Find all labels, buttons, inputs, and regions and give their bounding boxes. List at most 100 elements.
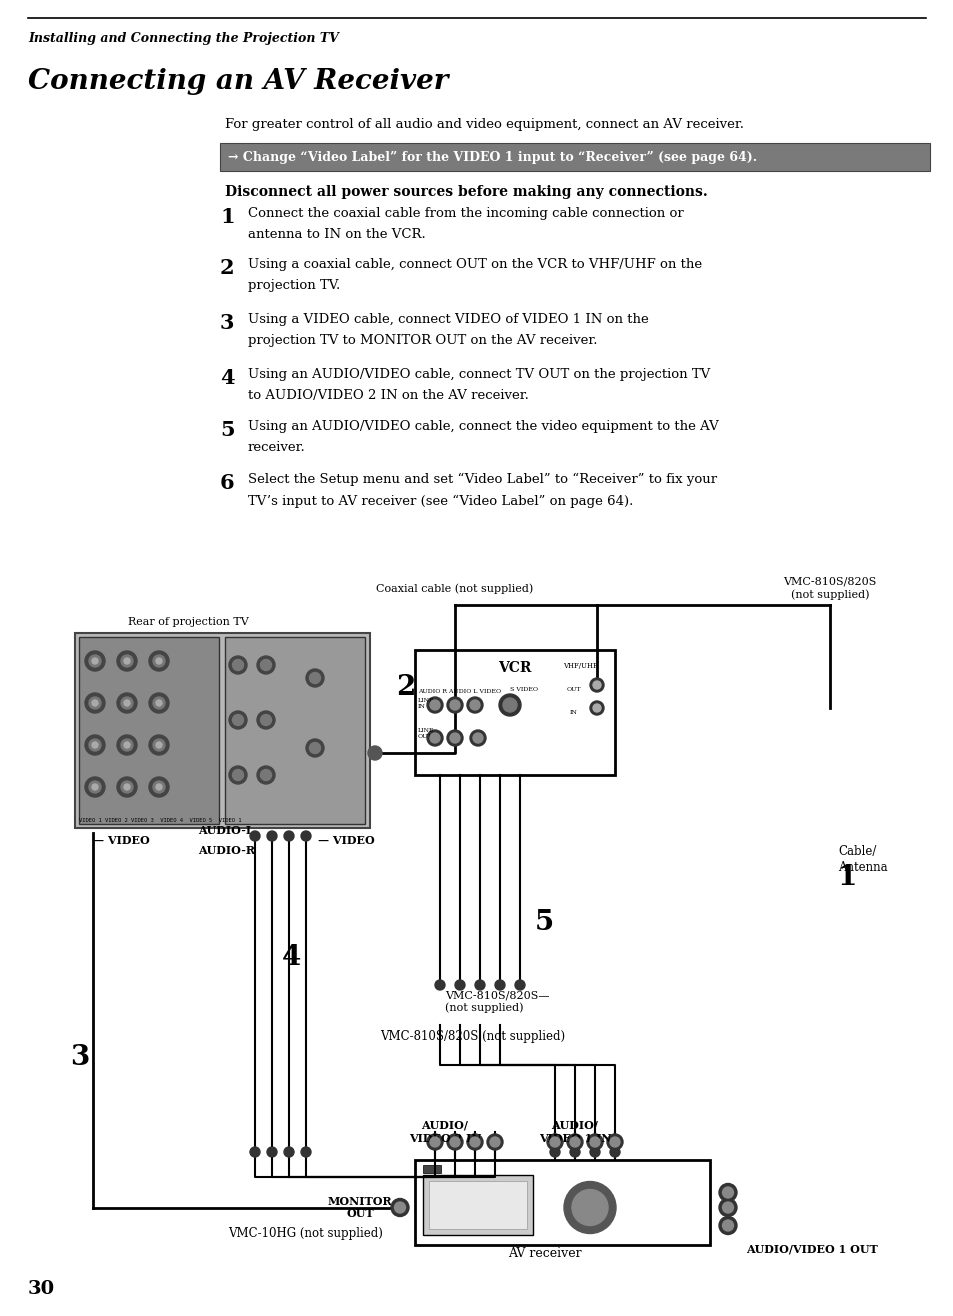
Circle shape <box>152 697 165 709</box>
Circle shape <box>149 776 169 797</box>
Bar <box>415 650 615 775</box>
Circle shape <box>609 1137 619 1148</box>
Text: — VIDEO: — VIDEO <box>92 836 150 846</box>
Circle shape <box>569 1148 579 1157</box>
Circle shape <box>89 780 101 794</box>
Circle shape <box>284 830 294 841</box>
Text: → Change “Video Label” for the VIDEO 1 input to “Receiver” (see page 64).: → Change “Video Label” for the VIDEO 1 i… <box>228 150 757 163</box>
Circle shape <box>427 730 442 746</box>
Circle shape <box>586 1134 602 1150</box>
Circle shape <box>85 736 105 755</box>
Text: 30: 30 <box>28 1280 55 1298</box>
Text: Connecting an AV Receiver: Connecting an AV Receiver <box>28 68 448 95</box>
Circle shape <box>495 980 504 990</box>
Text: IN: IN <box>569 711 578 715</box>
Circle shape <box>467 1134 482 1150</box>
Circle shape <box>589 1148 599 1157</box>
Circle shape <box>309 672 320 683</box>
Text: Connect the coaxial cable from the incoming cable connection or
antenna to IN on: Connect the coaxial cable from the incom… <box>248 207 683 241</box>
Circle shape <box>721 1202 733 1213</box>
Circle shape <box>589 678 603 692</box>
Circle shape <box>609 1148 619 1157</box>
Circle shape <box>121 780 132 794</box>
Text: 2: 2 <box>220 258 234 278</box>
Circle shape <box>550 1137 559 1148</box>
Circle shape <box>124 700 130 705</box>
Text: 4: 4 <box>282 944 301 971</box>
Bar <box>422 1175 533 1234</box>
Text: VHF/UHF: VHF/UHF <box>562 662 598 670</box>
Text: AUDIO-L: AUDIO-L <box>198 825 253 837</box>
Circle shape <box>306 669 324 687</box>
Circle shape <box>427 697 442 713</box>
Text: AUDIO/VIDEO 1 OUT: AUDIO/VIDEO 1 OUT <box>745 1244 877 1255</box>
Circle shape <box>450 733 459 744</box>
Circle shape <box>233 715 243 725</box>
Circle shape <box>149 736 169 755</box>
Circle shape <box>85 651 105 671</box>
Circle shape <box>260 770 272 780</box>
Text: For greater control of all audio and video equipment, connect an AV receiver.: For greater control of all audio and vid… <box>225 118 743 132</box>
Text: LINE
IN: LINE IN <box>417 697 434 709</box>
Circle shape <box>152 655 165 667</box>
Text: 2: 2 <box>395 674 415 701</box>
Circle shape <box>156 658 162 665</box>
Circle shape <box>719 1183 737 1202</box>
Circle shape <box>450 1137 459 1148</box>
Circle shape <box>229 655 247 674</box>
Circle shape <box>515 980 524 990</box>
Text: 3: 3 <box>220 313 234 333</box>
Circle shape <box>391 1199 409 1216</box>
Circle shape <box>473 733 482 744</box>
Text: 5: 5 <box>220 420 234 440</box>
Circle shape <box>447 730 462 746</box>
Circle shape <box>124 784 130 790</box>
Text: 1: 1 <box>220 207 234 226</box>
Text: Disconnect all power sources before making any connections.: Disconnect all power sources before maki… <box>225 186 707 199</box>
Circle shape <box>435 980 444 990</box>
Circle shape <box>117 736 137 755</box>
Circle shape <box>470 700 479 711</box>
Circle shape <box>233 770 243 780</box>
Bar <box>225 637 365 824</box>
Circle shape <box>260 715 272 725</box>
Circle shape <box>256 766 274 784</box>
Circle shape <box>569 1137 579 1148</box>
Circle shape <box>430 1137 439 1148</box>
Circle shape <box>427 1134 442 1150</box>
Circle shape <box>156 784 162 790</box>
Text: VIDEO 1 VIDEO 2 VIDEO 3  VIDEO 4  VIDEO 5  VIDEO 1: VIDEO 1 VIDEO 2 VIDEO 3 VIDEO 4 VIDEO 5 … <box>79 819 241 822</box>
Circle shape <box>589 701 603 715</box>
Circle shape <box>486 1134 502 1150</box>
Text: 4: 4 <box>220 368 234 388</box>
Bar <box>415 1159 709 1245</box>
Circle shape <box>233 659 243 670</box>
Circle shape <box>593 704 600 712</box>
Circle shape <box>152 740 165 751</box>
Circle shape <box>89 697 101 709</box>
Text: Using a coaxial cable, connect OUT on the VCR to VHF/UHF on the
projection TV.: Using a coaxial cable, connect OUT on th… <box>248 258 701 292</box>
Text: AV receiver: AV receiver <box>508 1248 581 1259</box>
Circle shape <box>450 700 459 711</box>
Circle shape <box>306 740 324 757</box>
Text: AUDIO R AUDIO L VIDEO: AUDIO R AUDIO L VIDEO <box>417 690 500 694</box>
Circle shape <box>606 1134 622 1150</box>
Circle shape <box>124 658 130 665</box>
Circle shape <box>85 694 105 713</box>
Bar <box>220 143 929 171</box>
Circle shape <box>498 694 520 716</box>
Text: MONITOR
OUT: MONITOR OUT <box>327 1196 392 1220</box>
Circle shape <box>121 740 132 751</box>
Circle shape <box>502 697 517 712</box>
Circle shape <box>566 1134 582 1150</box>
Text: Cable/
Antenna: Cable/ Antenna <box>837 845 886 874</box>
Circle shape <box>309 742 320 754</box>
Text: Using an AUDIO/VIDEO cable, connect the video equipment to the AV
receiver.: Using an AUDIO/VIDEO cable, connect the … <box>248 420 718 454</box>
Text: VMC-810S/820S—
(not supplied): VMC-810S/820S— (not supplied) <box>444 990 549 1013</box>
Circle shape <box>719 1216 737 1234</box>
Text: VMC-810S/820S
(not supplied): VMC-810S/820S (not supplied) <box>782 576 876 600</box>
Circle shape <box>563 1182 616 1233</box>
Circle shape <box>301 1148 311 1157</box>
Text: Rear of projection TV: Rear of projection TV <box>128 617 248 626</box>
Text: AUDIO/
VIDEO 2 IN: AUDIO/ VIDEO 2 IN <box>408 1120 480 1144</box>
